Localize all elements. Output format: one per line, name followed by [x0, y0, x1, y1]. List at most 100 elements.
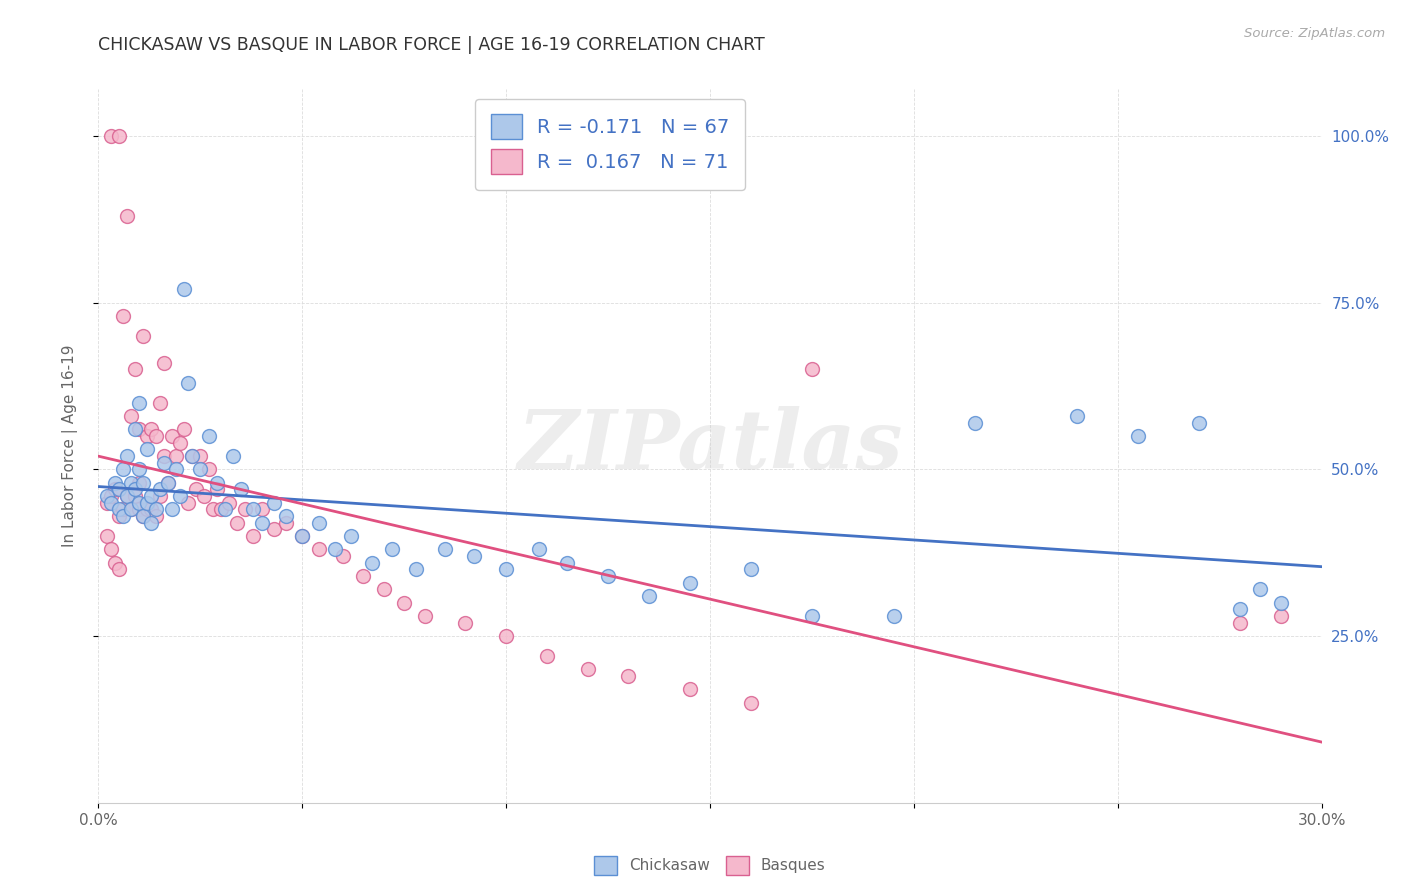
Point — [136, 496, 159, 510]
Point — [679, 682, 702, 697]
Point — [141, 502, 163, 516]
Point — [177, 376, 200, 390]
Point — [100, 489, 122, 503]
Point — [152, 456, 174, 470]
Point — [413, 609, 436, 624]
Point — [188, 449, 212, 463]
Point — [373, 582, 395, 597]
Point — [801, 362, 824, 376]
Point — [141, 489, 163, 503]
Point — [124, 489, 146, 503]
Point — [149, 395, 172, 409]
Point — [104, 483, 127, 497]
Point — [100, 542, 122, 557]
Point — [152, 449, 174, 463]
Point — [96, 489, 118, 503]
Point — [181, 449, 204, 463]
Point — [128, 496, 150, 510]
Point — [1188, 416, 1211, 430]
Point — [1229, 602, 1251, 616]
Point — [124, 483, 146, 497]
Point — [1249, 582, 1271, 597]
Point — [120, 502, 142, 516]
Point — [156, 475, 179, 490]
Point — [124, 422, 146, 436]
Point — [128, 422, 150, 436]
Point — [108, 128, 131, 143]
Point — [332, 549, 354, 563]
Point — [308, 516, 330, 530]
Point — [156, 475, 179, 490]
Point — [557, 556, 579, 570]
Point — [104, 475, 127, 490]
Point — [128, 462, 150, 476]
Point — [740, 562, 762, 576]
Point — [638, 589, 661, 603]
Point — [231, 483, 253, 497]
Point — [108, 562, 131, 576]
Point — [233, 502, 256, 516]
Point — [392, 596, 416, 610]
Point — [250, 516, 273, 530]
Point — [381, 542, 404, 557]
Point — [527, 542, 550, 557]
Point — [160, 502, 183, 516]
Point — [1128, 429, 1150, 443]
Point — [108, 483, 131, 497]
Text: Source: ZipAtlas.com: Source: ZipAtlas.com — [1244, 27, 1385, 40]
Point — [132, 329, 155, 343]
Point — [209, 502, 232, 516]
Point — [495, 629, 517, 643]
Point — [308, 542, 330, 557]
Point — [323, 542, 346, 557]
Point — [291, 529, 314, 543]
Point — [111, 509, 134, 524]
Text: CHICKASAW VS BASQUE IN LABOR FORCE | AGE 16-19 CORRELATION CHART: CHICKASAW VS BASQUE IN LABOR FORCE | AGE… — [98, 36, 765, 54]
Point — [1066, 409, 1088, 423]
Point — [679, 575, 702, 590]
Point — [405, 562, 427, 576]
Point — [205, 483, 228, 497]
Point — [740, 696, 762, 710]
Point — [115, 489, 138, 503]
Point — [801, 609, 824, 624]
Point — [120, 475, 142, 490]
Point — [352, 569, 374, 583]
Point — [145, 509, 167, 524]
Point — [152, 356, 174, 370]
Point — [1270, 596, 1292, 610]
Point — [197, 462, 219, 476]
Point — [173, 422, 195, 436]
Point — [169, 489, 191, 503]
Point — [226, 516, 249, 530]
Point — [242, 502, 264, 516]
Point — [434, 542, 457, 557]
Point — [104, 556, 127, 570]
Point — [222, 449, 245, 463]
Point — [1270, 609, 1292, 624]
Point — [454, 615, 477, 630]
Point — [136, 429, 159, 443]
Point — [132, 509, 155, 524]
Point — [242, 529, 264, 543]
Point — [136, 442, 159, 457]
Point — [115, 209, 138, 223]
Text: ZIPatlas: ZIPatlas — [517, 406, 903, 486]
Point — [169, 435, 191, 450]
Y-axis label: In Labor Force | Age 16-19: In Labor Force | Age 16-19 — [62, 344, 77, 548]
Point — [96, 496, 118, 510]
Point — [149, 489, 172, 503]
Point — [141, 422, 163, 436]
Point — [360, 556, 382, 570]
Point — [111, 462, 134, 476]
Point — [160, 429, 183, 443]
Point — [115, 449, 138, 463]
Point — [145, 502, 167, 516]
Point — [214, 502, 236, 516]
Point — [340, 529, 363, 543]
Point — [145, 429, 167, 443]
Point — [177, 496, 200, 510]
Point — [188, 462, 212, 476]
Point — [205, 475, 228, 490]
Point — [132, 475, 155, 490]
